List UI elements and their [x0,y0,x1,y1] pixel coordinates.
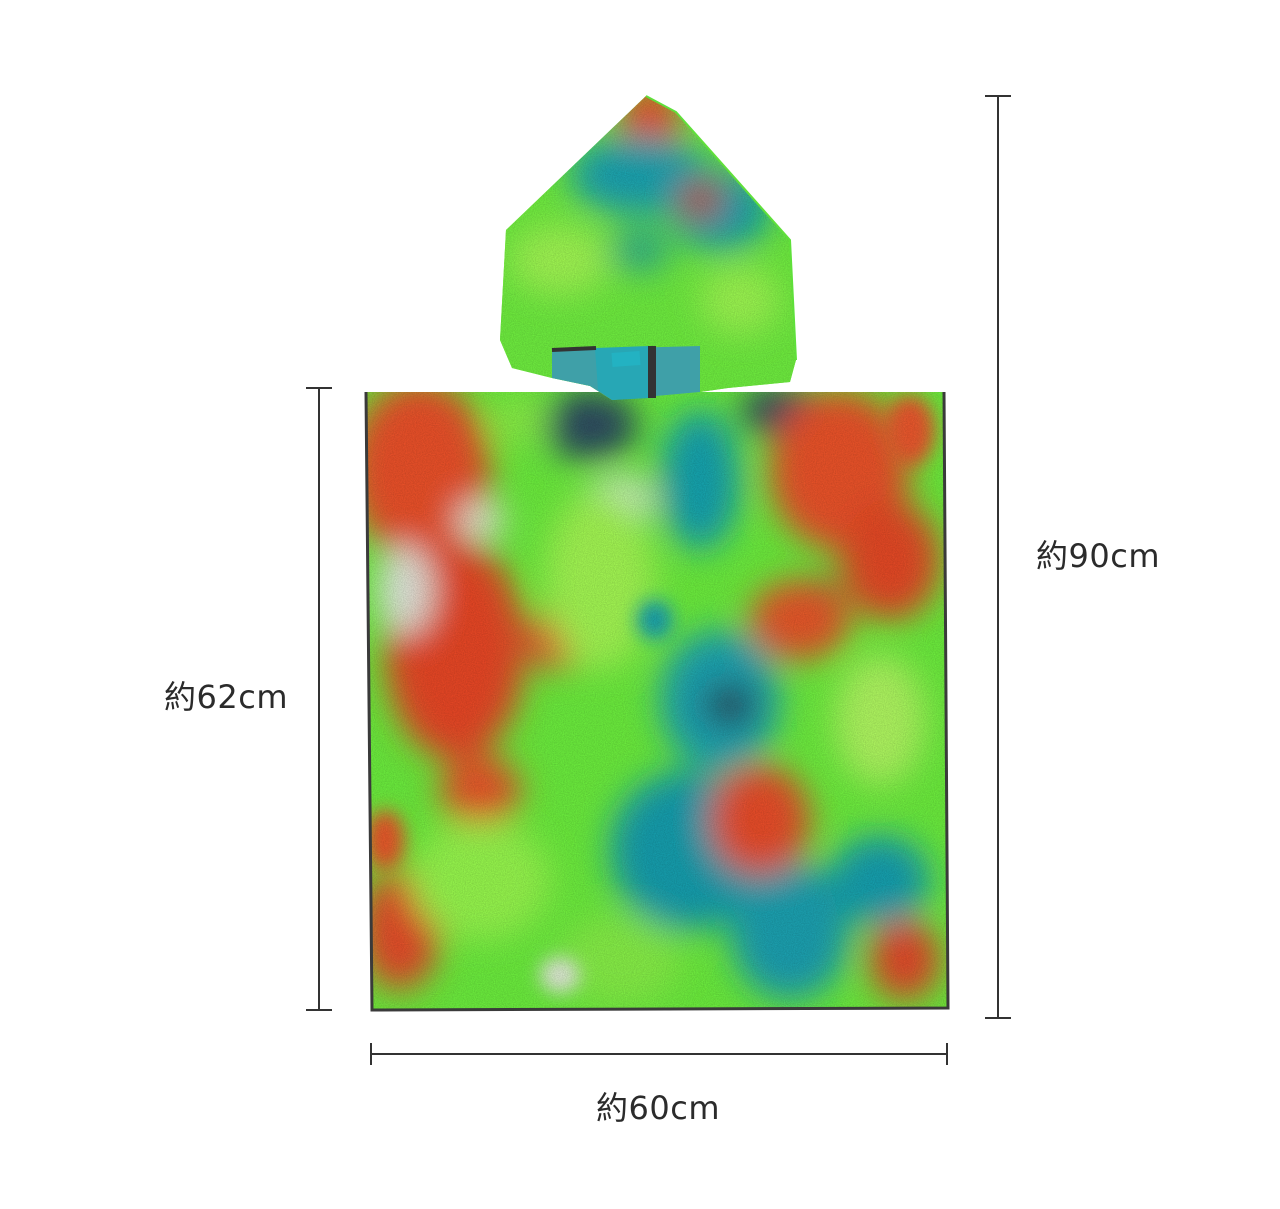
total-length-label: 約90cm [1036,537,1160,575]
dimension-line-total-length [985,95,1011,1019]
width-label: 約60cm [596,1089,720,1127]
dimension-line-body-height [306,387,332,1011]
poncho-body [364,391,950,1012]
body-height-label: 約62cm [164,678,288,716]
poncho-hood [500,95,797,400]
hood-opening [551,346,700,400]
dimension-line-width [370,1043,948,1065]
